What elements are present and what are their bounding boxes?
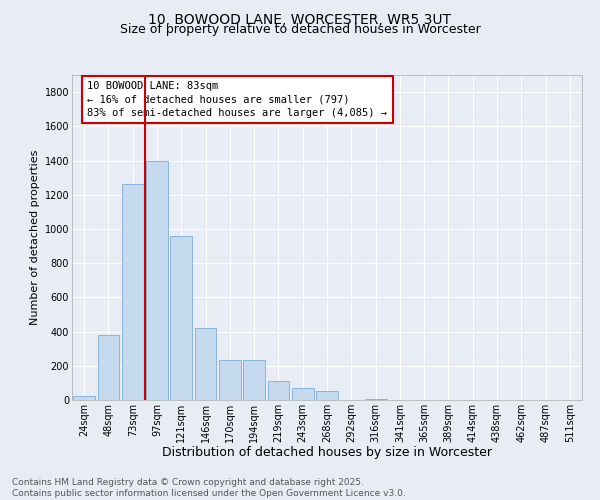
Text: Contains HM Land Registry data © Crown copyright and database right 2025.
Contai: Contains HM Land Registry data © Crown c… bbox=[12, 478, 406, 498]
X-axis label: Distribution of detached houses by size in Worcester: Distribution of detached houses by size … bbox=[162, 446, 492, 460]
Bar bbox=[268, 381, 289, 400]
Text: 10, BOWOOD LANE, WORCESTER, WR5 3UT: 10, BOWOOD LANE, WORCESTER, WR5 3UT bbox=[149, 12, 452, 26]
Bar bbox=[122, 184, 143, 400]
Bar bbox=[146, 160, 168, 400]
Bar bbox=[365, 399, 386, 400]
Bar bbox=[219, 360, 241, 400]
Bar bbox=[194, 328, 217, 400]
Bar bbox=[97, 335, 119, 400]
Bar bbox=[292, 388, 314, 400]
Bar bbox=[170, 236, 192, 400]
Bar bbox=[73, 396, 95, 400]
Y-axis label: Number of detached properties: Number of detached properties bbox=[31, 150, 40, 325]
Text: Size of property relative to detached houses in Worcester: Size of property relative to detached ho… bbox=[119, 22, 481, 36]
Text: 10 BOWOOD LANE: 83sqm
← 16% of detached houses are smaller (797)
83% of semi-det: 10 BOWOOD LANE: 83sqm ← 16% of detached … bbox=[88, 82, 388, 118]
Bar bbox=[243, 360, 265, 400]
Bar bbox=[316, 392, 338, 400]
